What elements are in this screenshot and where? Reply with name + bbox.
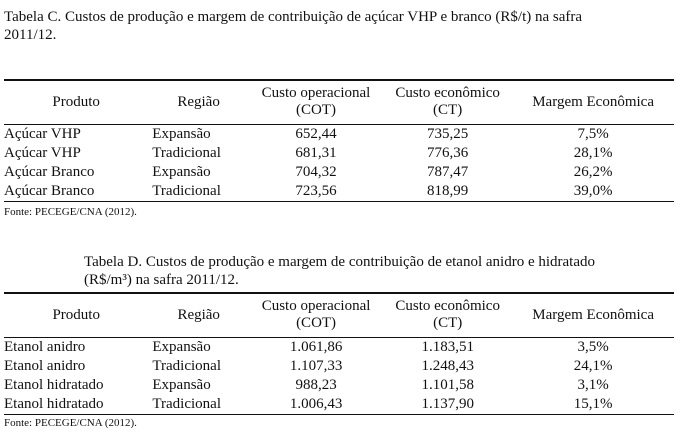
- cell-produto: Etanol anidro: [4, 339, 86, 355]
- cell-ct: 1.101,58: [421, 377, 474, 393]
- cell-cot: 1.061,86: [289, 339, 343, 355]
- cell-regiao: Expansão: [152, 164, 211, 180]
- header-cot-line2: (COT): [295, 102, 336, 118]
- cell-regiao: Tradicional: [152, 145, 221, 161]
- cell-cot: 988,23: [295, 377, 337, 393]
- cell-margem: 26,2%: [573, 164, 613, 180]
- table-d-header: Produto Região Custo operacional (COT) C…: [4, 293, 674, 338]
- table-row: Etanol hidratado Tradicional 1.006,43 1.…: [4, 395, 674, 415]
- cell-regiao: Expansão: [152, 377, 211, 393]
- table-c: Produto Região Custo operacional (COT) C…: [4, 79, 674, 202]
- header-cot-line2: (COT): [296, 315, 337, 331]
- table-d: Produto Região Custo operacional (COT) C…: [4, 292, 674, 415]
- table-row: Açúcar VHP Tradicional 681,31 776,36 28,…: [4, 144, 674, 163]
- header-regiao: Região: [177, 93, 220, 110]
- cell-margem: 39,0%: [573, 183, 613, 199]
- table-c-caption: Tabela C. Custos de produção e margem de…: [4, 8, 674, 44]
- cell-margem: 28,1%: [573, 145, 613, 161]
- header-ct-line2: (CT): [433, 102, 463, 118]
- table-row: Açúcar Branco Tradicional 723,56 818,99 …: [4, 182, 674, 202]
- table-c-caption-line2: 2011/12.: [4, 27, 57, 43]
- cell-regiao: Tradicional: [152, 183, 221, 199]
- table-c-header: Produto Região Custo operacional (COT) C…: [4, 80, 674, 125]
- header-cot-line1: Custo operacional: [261, 85, 371, 101]
- cell-produto: Açúcar Branco: [4, 164, 95, 180]
- table-c-body: Açúcar VHP Expansão 652,44 735,25 7,5% A…: [4, 125, 674, 202]
- cell-produto: Etanol hidratado: [4, 377, 104, 393]
- table-d-caption-line1: Tabela D. Custos de produção e margem de…: [84, 254, 595, 270]
- table-d-caption: Tabela D. Custos de produção e margem de…: [84, 253, 674, 289]
- cell-ct: 735,25: [427, 126, 469, 142]
- header-custo-economico: Custo econômico (CT): [383, 293, 512, 338]
- header-margem-economica: Margem Econômica: [532, 306, 654, 323]
- cell-cot: 704,32: [295, 164, 337, 180]
- cell-cot: 723,56: [295, 183, 337, 199]
- table-c-caption-line1: Tabela C. Custos de produção e margem de…: [4, 9, 583, 25]
- table-row: Açúcar Branco Expansão 704,32 787,47 26,…: [4, 163, 674, 182]
- header-produto: Produto: [52, 93, 100, 110]
- cell-produto: Etanol anidro: [4, 358, 86, 374]
- cell-regiao: Expansão: [152, 339, 211, 355]
- header-ct-line2: (CT): [433, 315, 463, 331]
- cell-margem: 24,1%: [573, 358, 613, 374]
- table-d-source: Fonte: PECEGE/CNA (2012).: [4, 417, 137, 429]
- header-cot-line1: Custo operacional: [261, 298, 371, 314]
- cell-produto: Etanol hidratado: [4, 396, 104, 412]
- cell-cot: 681,31: [295, 145, 337, 161]
- cell-margem: 3,5%: [577, 339, 609, 355]
- header-regiao: Região: [177, 306, 220, 323]
- table-row: Etanol anidro Tradicional 1.107,33 1.248…: [4, 357, 674, 376]
- cell-cot: 1.006,43: [289, 396, 343, 412]
- table-d-caption-line2: (R$/m³) na safra 2011/12.: [84, 272, 239, 288]
- header-ct-line1: Custo econômico: [395, 85, 500, 101]
- cell-ct: 818,99: [427, 183, 469, 199]
- header-custo-operacional: Custo operacional (COT): [249, 80, 383, 125]
- cell-cot: 1.107,33: [289, 358, 343, 374]
- table-d-body: Etanol anidro Expansão 1.061,86 1.183,51…: [4, 338, 674, 415]
- table-c-source: Fonte: PECEGE/CNA (2012).: [4, 206, 137, 218]
- cell-ct: 787,47: [427, 164, 469, 180]
- header-custo-operacional: Custo operacional (COT): [249, 293, 383, 338]
- table-d-header-row: Produto Região Custo operacional (COT) C…: [4, 293, 674, 338]
- header-ct-line1: Custo econômico: [395, 298, 500, 314]
- header-custo-economico: Custo econômico (CT): [383, 80, 512, 125]
- cell-ct: 1.248,43: [421, 358, 474, 374]
- cell-regiao: Tradicional: [152, 396, 221, 412]
- table-row: Etanol anidro Expansão 1.061,86 1.183,51…: [4, 338, 674, 358]
- cell-margem: 7,5%: [577, 126, 609, 142]
- cell-produto: Açúcar VHP: [4, 126, 81, 142]
- table-c-header-row: Produto Região Custo operacional (COT) C…: [4, 80, 674, 125]
- cell-produto: Açúcar VHP: [4, 145, 81, 161]
- cell-margem: 15,1%: [573, 396, 613, 412]
- table-row: Etanol hidratado Expansão 988,23 1.101,5…: [4, 376, 674, 395]
- cell-cot: 652,44: [295, 126, 337, 142]
- cell-produto: Açúcar Branco: [4, 183, 95, 199]
- header-produto: Produto: [52, 306, 100, 323]
- cell-ct: 1.137,90: [421, 396, 474, 412]
- header-margem-economica: Margem Econômica: [532, 93, 654, 110]
- cell-regiao: Tradicional: [152, 358, 221, 374]
- cell-ct: 776,36: [427, 145, 469, 161]
- cell-margem: 3,1%: [577, 377, 609, 393]
- cell-ct: 1.183,51: [421, 339, 474, 355]
- table-row: Açúcar VHP Expansão 652,44 735,25 7,5%: [4, 125, 674, 145]
- cell-regiao: Expansão: [152, 126, 211, 142]
